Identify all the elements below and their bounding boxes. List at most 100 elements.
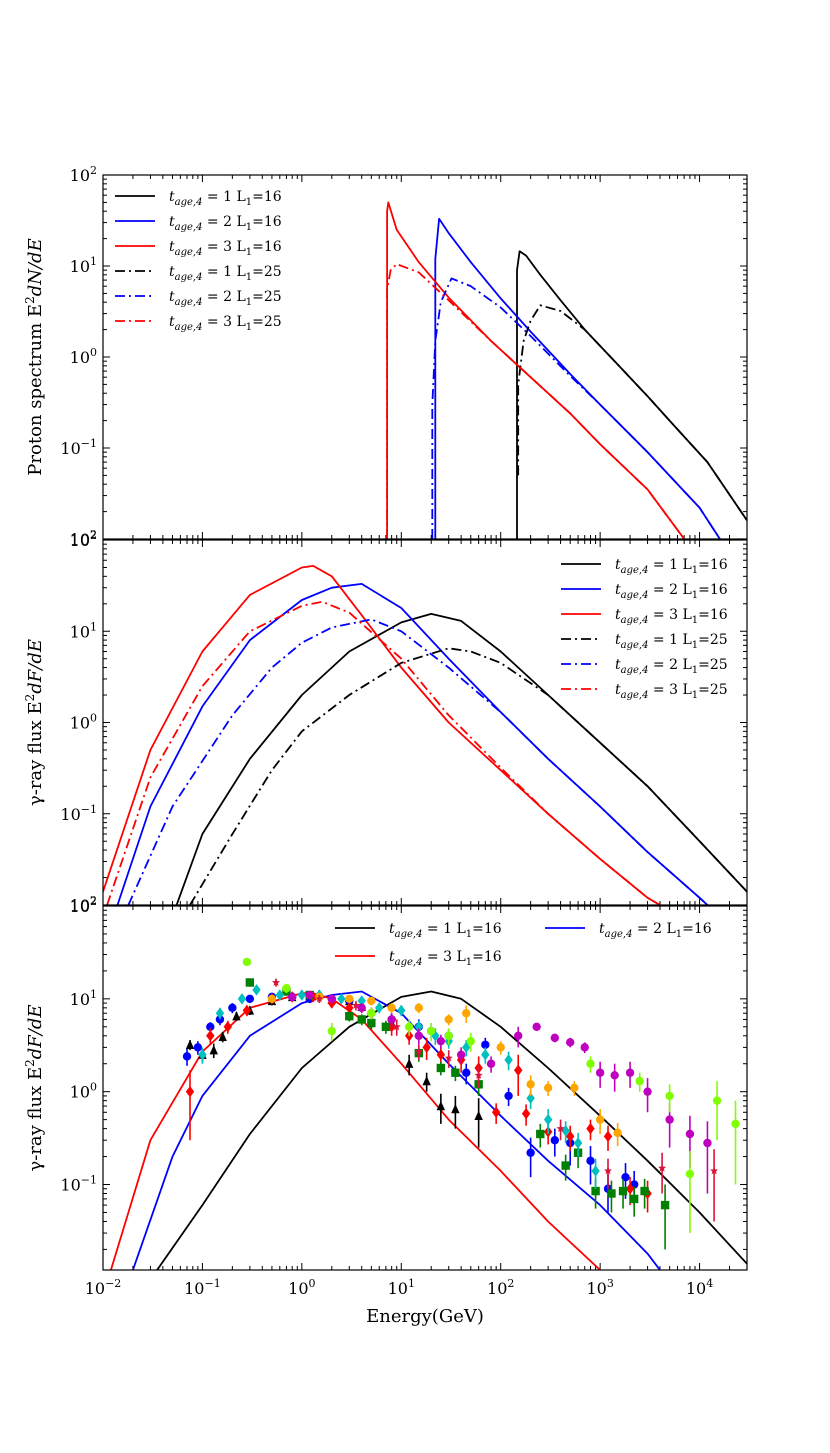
data-point-lime-circles [427,1026,436,1036]
data-point-crimson-stars [392,1022,401,1031]
data-point-cyan-diamonds [504,1054,513,1066]
data-point-black-triangles [451,1103,460,1114]
data-point-red-diamonds [491,1106,501,1118]
data-point-orange-circles [414,1003,423,1013]
data-point-red-diamonds [223,1021,233,1033]
y-tick-label: 101 [70,988,97,1009]
x-tick-label: 103 [586,1277,613,1298]
data-point-red-diamonds [625,1183,635,1195]
y-tick-label: 102 [70,529,97,550]
data-point-orange-circles [496,1043,505,1052]
data-point-crimson-stars [474,1071,483,1079]
y-tick-label: 10−1 [60,1174,97,1195]
data-point-green-squares [561,1161,570,1170]
data-point-lime-circles [444,1031,453,1040]
data-point-lime-circles [586,1059,595,1068]
data-point-black-triangles [209,1044,218,1055]
y-tick-label: 100 [70,346,97,367]
legend-label: tage,4 = 1 L1=25 [169,264,282,283]
data-point-red-diamonds [521,1107,531,1120]
x-axis-label: Energy(GeV) [366,1306,484,1327]
data-point-black-triangles [218,1031,227,1042]
y-axis-label: γ-ray flux E2dF/dE [23,639,46,806]
series-line-4 [189,647,747,905]
data-point-black-triangles [232,1011,241,1021]
data-point-crimson-stars [272,978,280,986]
y-tick-label: 100 [70,712,97,733]
data-point-magenta-circles [486,1059,496,1068]
data-point-magenta-circles [595,1068,605,1077]
data-point-orange-circles [595,1115,605,1124]
data-point-black-triangles [422,1075,431,1086]
y-tick-label: 102 [70,528,97,549]
y-tick-label: 102 [70,895,97,916]
data-point-cyan-diamonds [591,1165,600,1177]
data-point-magenta-circles [456,1050,466,1059]
data-point-red-diamonds [436,1049,446,1061]
data-point-black-triangles [474,1110,483,1120]
series-line-5 [127,618,709,905]
y-axis-label: γ-ray flux E2dF/dE [23,1004,46,1171]
x-tick-label: 10−2 [85,1277,122,1298]
data-point-blue-circles [586,1156,595,1166]
panel-middle: 102 101 100 10−1 102 γ-ray flux E2dF/dE tage,4… [23,529,748,915]
series-line-3 [386,201,685,539]
series-line-1 [156,990,747,1270]
data-point-cyan-diamonds [337,993,346,1005]
data-point-orange-circles [267,994,277,1004]
legend-label: tage,4 = 3 L1=16 [615,607,728,626]
data-point-magenta-circles [703,1138,712,1148]
data-point-lime-circles [327,1026,336,1036]
data-point-lime-circles [282,984,291,993]
legend-label: tage,4 = 3 L1=16 [389,949,502,968]
data-point-cyan-diamonds [375,1002,384,1014]
data-point-green-squares [660,1200,670,1210]
data-point-magenta-circles [580,1043,589,1052]
data-point-green-squares [618,1186,628,1196]
data-point-blue-circles [206,1022,215,1031]
data-point-magenta-circles [414,1031,423,1040]
plot-frame [102,905,748,1271]
data-point-orange-circles [462,1009,471,1018]
data-point-cyan-diamonds [481,1049,490,1061]
data-point-green-squares [591,1186,600,1196]
data-point-orange-circles [526,1080,535,1089]
data-point-lime-circles [404,1022,414,1031]
legend-label: tage,4 = 2 L1=25 [615,657,728,676]
legend-label: tage,4 = 2 L1=16 [169,214,282,233]
data-point-black-triangles [436,1100,446,1111]
data-point-orange-circles [367,996,376,1006]
data-point-crimson-stars [414,1047,423,1055]
data-point-magenta-circles [387,1015,396,1024]
data-point-cyan-diamonds [414,1021,423,1033]
plot-frame [102,174,748,540]
data-point-cyan-diamonds [252,984,261,996]
data-point-magenta-circles [610,1071,619,1080]
data-point-orange-circles [570,1083,579,1093]
data-point-crimson-stars [604,1166,612,1175]
data-point-red-diamonds [206,1030,215,1042]
data-point-cyan-diamonds [297,989,307,1001]
series-line-6 [106,600,661,905]
legend-label: tage,4 = 1 L1=16 [615,557,728,576]
data-point-orange-circles [444,1015,453,1024]
x-tick-label: 101 [388,1277,415,1298]
legend-label: tage,4 = 3 L1=25 [615,682,728,701]
data-point-red-diamonds [586,1122,595,1135]
data-point-crimson-stars [710,1166,719,1175]
data-point-crimson-stars [658,1164,667,1172]
data-point-blue-circles [481,1040,490,1049]
x-tick-label: 10−1 [184,1277,221,1298]
data-point-cyan-diamonds [543,1113,553,1126]
data-point-green-squares [381,1022,391,1031]
data-point-crimson-stars [315,994,324,1003]
y-tick-label: 10−1 [60,437,97,458]
data-point-lime-circles [685,1169,695,1179]
data-point-lime-circles [367,1009,376,1018]
data-point-magenta-circles [532,1022,541,1031]
series-line-2 [434,217,721,539]
legend-label: tage,4 = 2 L1=16 [615,582,728,601]
data-point-magenta-circles [566,1038,575,1047]
series-line-2 [132,990,661,1270]
